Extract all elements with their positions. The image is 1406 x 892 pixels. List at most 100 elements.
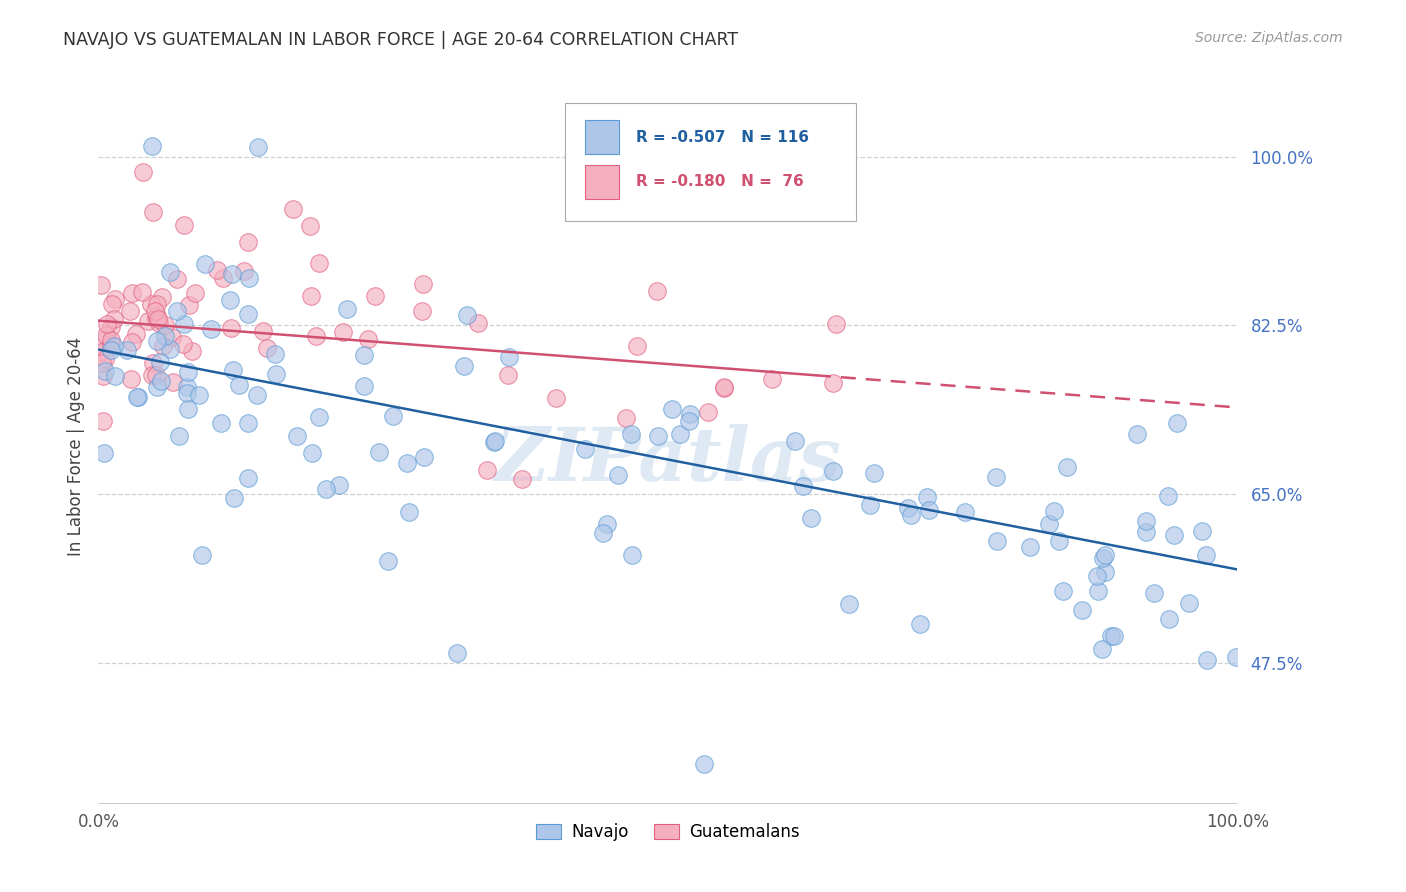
Point [645, 284, 668, 298]
Point [614, 411, 637, 425]
Point [364, 288, 387, 302]
Text: ZIPatlas: ZIPatlas [495, 424, 841, 497]
Point [152, 339, 174, 353]
Point [299, 289, 322, 303]
Point [146, 334, 169, 348]
Point [247, 140, 270, 154]
Point [180, 343, 202, 358]
Point [482, 434, 505, 449]
Point [120, 303, 142, 318]
Text: R = -0.507   N = 116: R = -0.507 N = 116 [636, 129, 808, 145]
Point [149, 355, 172, 369]
Point [713, 380, 735, 394]
Point [183, 285, 205, 300]
Point [236, 471, 259, 485]
Point [1070, 603, 1092, 617]
Point [233, 264, 256, 278]
Point [146, 312, 169, 326]
Point [153, 328, 176, 343]
Point [761, 372, 783, 386]
Point [177, 298, 200, 312]
Point [136, 314, 159, 328]
Point [1087, 584, 1109, 599]
Point [101, 297, 124, 311]
Point [1197, 652, 1219, 666]
Point [125, 327, 148, 342]
Point [100, 337, 122, 351]
Point [145, 310, 167, 324]
Point [1052, 583, 1074, 598]
Point [153, 318, 176, 332]
Point [838, 597, 860, 611]
Point [783, 434, 806, 448]
Point [94, 364, 117, 378]
FancyBboxPatch shape [565, 103, 856, 221]
Point [1038, 517, 1060, 532]
Point [94, 328, 117, 343]
Point [222, 363, 245, 377]
Point [1094, 565, 1116, 579]
Point [696, 405, 718, 419]
Point [1047, 534, 1070, 549]
Point [143, 304, 166, 318]
Point [821, 464, 844, 478]
Point [299, 219, 322, 233]
Point [395, 456, 418, 470]
Point [100, 320, 122, 334]
Point [238, 307, 260, 321]
Point [90, 356, 112, 370]
Point [1157, 489, 1180, 503]
Point [256, 341, 278, 355]
Point [218, 293, 240, 308]
Point [200, 322, 222, 336]
Point [353, 348, 375, 362]
Point [176, 379, 198, 393]
Point [1091, 550, 1114, 565]
Point [574, 442, 596, 457]
Point [305, 329, 328, 343]
Point [368, 445, 391, 459]
Point [792, 479, 814, 493]
Point [953, 505, 976, 519]
Point [176, 402, 198, 417]
Point [142, 205, 165, 219]
Point [120, 372, 142, 386]
Point [496, 368, 519, 383]
Point [669, 426, 692, 441]
Point [308, 256, 330, 270]
Point [1094, 549, 1116, 563]
Point [918, 502, 941, 516]
Point [353, 379, 375, 393]
Point [377, 554, 399, 568]
Point [127, 390, 149, 404]
Point [825, 318, 848, 332]
Point [475, 463, 498, 477]
Point [145, 297, 167, 311]
Point [336, 302, 359, 317]
Point [986, 533, 1008, 548]
Point [626, 339, 648, 353]
Point [150, 374, 173, 388]
Point [328, 478, 350, 492]
Point [264, 367, 287, 381]
Point [207, 263, 229, 277]
Point [90, 278, 112, 293]
Point [382, 409, 405, 423]
Point [1166, 416, 1188, 430]
Point [917, 490, 939, 504]
Point [252, 324, 274, 338]
Point [713, 381, 735, 395]
Point [678, 414, 700, 428]
Point [209, 416, 232, 430]
Point [238, 270, 260, 285]
Point [498, 351, 520, 365]
Point [1091, 642, 1114, 657]
Point [1019, 540, 1042, 554]
Point [823, 376, 845, 391]
Point [94, 352, 117, 367]
Text: Source: ZipAtlas.com: Source: ZipAtlas.com [1195, 31, 1343, 45]
Point [167, 429, 190, 443]
Point [315, 482, 337, 496]
Point [986, 470, 1008, 484]
FancyBboxPatch shape [585, 120, 619, 154]
